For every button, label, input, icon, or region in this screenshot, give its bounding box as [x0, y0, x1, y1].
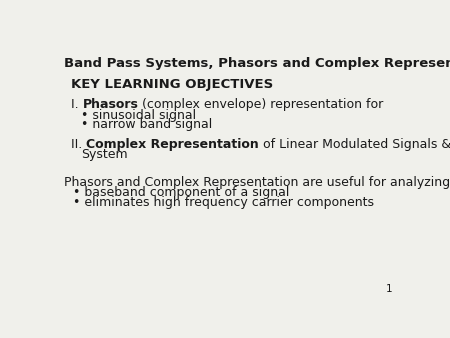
Text: • eliminates high frequency carrier components: • eliminates high frequency carrier comp… [73, 196, 374, 209]
Text: II.: II. [71, 138, 86, 151]
Text: Phasors: Phasors [82, 98, 139, 111]
Text: (complex envelope) representation for: (complex envelope) representation for [139, 98, 384, 111]
Text: • sinusoidal signal: • sinusoidal signal [81, 109, 197, 122]
Text: of Linear Modulated Signals & Bandpass: of Linear Modulated Signals & Bandpass [259, 138, 450, 151]
Text: KEY LEARNING OBJECTIVES: KEY LEARNING OBJECTIVES [71, 78, 273, 91]
Text: I.: I. [71, 98, 82, 111]
Text: Phasors and Complex Representation are useful for analyzing: Phasors and Complex Representation are u… [64, 176, 450, 189]
Text: • narrow band signal: • narrow band signal [81, 118, 212, 131]
Text: • baseband component of a signal: • baseband component of a signal [73, 186, 289, 199]
Text: 1: 1 [386, 284, 393, 293]
Text: Band Pass Systems, Phasors and Complex Representation of Systems: Band Pass Systems, Phasors and Complex R… [64, 57, 450, 70]
Text: Complex Representation: Complex Representation [86, 138, 259, 151]
Text: System: System [81, 148, 128, 161]
